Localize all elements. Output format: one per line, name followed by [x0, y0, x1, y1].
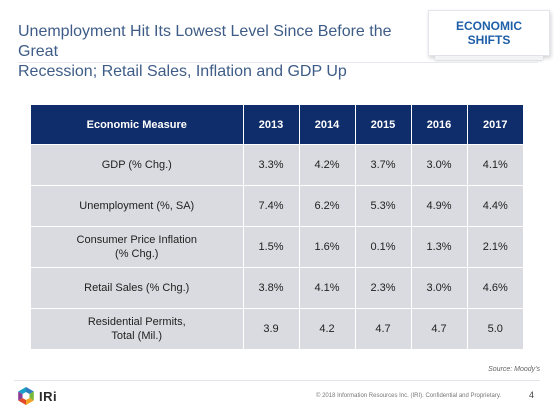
value-cell: 4.1% — [299, 267, 356, 309]
value-cell: 4.6% — [467, 267, 523, 309]
column-header: 2017 — [467, 105, 523, 145]
measure-cell: Unemployment (%, SA) — [31, 185, 244, 227]
value-cell: 7.4% — [243, 185, 300, 227]
value-cell: 4.7 — [355, 308, 412, 349]
measure-label: Retail Sales (% Chg.) — [84, 282, 190, 294]
slide-title-line-2: Recession; Retail Sales, Inflation and G… — [18, 63, 347, 80]
header-divider — [18, 62, 538, 63]
measure-cell: Retail Sales (% Chg.) — [31, 267, 244, 309]
table-row: Consumer Price Inflation (% Chg.) 1.5% 1… — [31, 226, 523, 268]
value-cell: 4.9% — [411, 185, 468, 227]
economic-table: Economic Measure 2013 2014 2015 2016 201… — [31, 105, 523, 349]
source-note: Source: Moody's — [488, 366, 540, 373]
value-cell: 1.3% — [411, 226, 468, 268]
measure-label-line-2: Total (Mil.) — [111, 330, 163, 342]
value-cell: 3.3% — [243, 144, 300, 186]
measure-label: Residential Permits, — [87, 316, 186, 328]
table-row: Unemployment (%, SA) 7.4% 6.2% 5.3% 4.9%… — [31, 185, 523, 227]
column-header: 2013 — [243, 105, 300, 145]
column-header: 2016 — [411, 105, 468, 145]
logo: IRi — [17, 387, 57, 405]
value-cell: 0.1% — [355, 226, 412, 268]
measure-label: Consumer Price Inflation — [76, 234, 197, 246]
value-cell: 3.8% — [243, 267, 300, 309]
measure-label-line-2: (% Chg.) — [115, 248, 159, 260]
value-cell: 5.0 — [467, 308, 523, 349]
column-header: Economic Measure — [31, 105, 244, 145]
column-header: 2015 — [355, 105, 412, 145]
value-cell: 5.3% — [355, 185, 412, 227]
column-header: 2014 — [299, 105, 356, 145]
table-row: Residential Permits, Total (Mil.) 3.9 4.… — [31, 308, 523, 349]
value-cell: 1.5% — [243, 226, 300, 268]
logo-text: IRi — [39, 388, 58, 404]
value-cell: 4.7 — [411, 308, 468, 349]
measure-label: GDP (% Chg.) — [101, 159, 172, 171]
footer-copyright: © 2018 Information Resources Inc. (IRI).… — [316, 393, 502, 399]
value-cell: 6.2% — [299, 185, 356, 227]
section-tab-line-1: ECONOMIC — [456, 19, 522, 33]
table-row: GDP (% Chg.) 3.3% 4.2% 3.7% 3.0% 4.1% — [31, 144, 523, 186]
footer-divider — [14, 380, 540, 381]
value-cell: 3.0% — [411, 267, 468, 309]
value-cell: 4.4% — [467, 185, 523, 227]
section-tab: ECONOMIC SHIFTS — [428, 10, 550, 60]
slide-title: Unemployment Hit Its Lowest Level Since … — [18, 22, 408, 82]
measure-cell: Consumer Price Inflation (% Chg.) — [31, 226, 244, 268]
value-cell: 3.7% — [355, 144, 412, 186]
table-row: Retail Sales (% Chg.) 3.8% 4.1% 2.3% 3.0… — [31, 267, 523, 309]
page-number: 4 — [528, 390, 534, 400]
measure-label: Unemployment (%, SA) — [79, 200, 195, 212]
value-cell: 4.2 — [299, 308, 356, 349]
value-cell: 3.9 — [243, 308, 300, 349]
value-cell: 2.1% — [467, 226, 523, 268]
slide-title-line-1: Unemployment Hit Its Lowest Level Since … — [18, 23, 392, 60]
measure-cell: Residential Permits, Total (Mil.) — [31, 308, 244, 349]
value-cell: 2.3% — [355, 267, 412, 309]
value-cell: 4.1% — [467, 144, 523, 186]
table-header-row: Economic Measure 2013 2014 2015 2016 201… — [31, 105, 523, 145]
section-tab-line-2: SHIFTS — [467, 33, 511, 47]
iri-logo-icon — [18, 387, 34, 405]
value-cell: 4.2% — [299, 144, 356, 186]
value-cell: 3.0% — [411, 144, 468, 186]
measure-cell: GDP (% Chg.) — [31, 144, 244, 186]
value-cell: 1.6% — [299, 226, 356, 268]
